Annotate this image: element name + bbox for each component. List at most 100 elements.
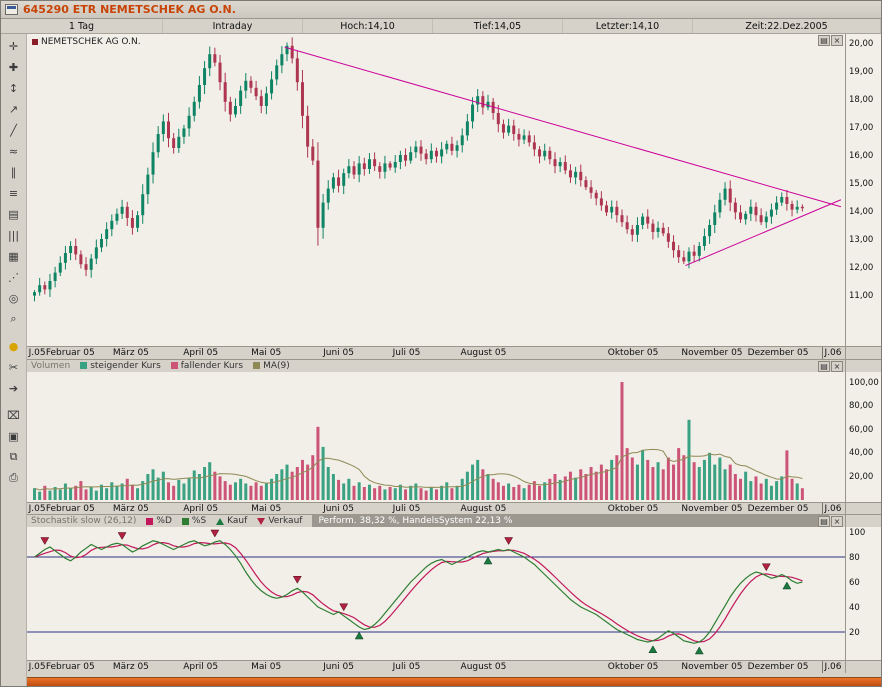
window-title: 645290 ETR NEMETSCHEK AG O.N. bbox=[23, 3, 236, 16]
buy-marker bbox=[782, 581, 792, 590]
trendline-tool-icon[interactable]: ╱ bbox=[10, 123, 17, 137]
y-axis-label: 60 bbox=[849, 578, 860, 589]
y-axis-label: 80 bbox=[849, 553, 860, 564]
buy-marker bbox=[483, 556, 493, 565]
month-label: Oktober 05 bbox=[607, 503, 659, 514]
stochastic-title: Stochastik slow (26,12) bbox=[31, 516, 137, 527]
year-divider bbox=[821, 661, 823, 674]
legend-kauf-swatch-icon bbox=[216, 517, 225, 525]
month-label: Mai 05 bbox=[251, 503, 282, 514]
month-label: J.06 bbox=[824, 348, 842, 358]
zoom-tool-icon[interactable]: ⌕ bbox=[10, 312, 17, 325]
month-label: Oktober 05 bbox=[607, 348, 659, 358]
month-label: J.05 bbox=[28, 662, 46, 673]
month-label: J.05 bbox=[28, 503, 46, 514]
month-label: Juli 05 bbox=[392, 662, 421, 673]
period-label: 1 Tag bbox=[1, 19, 163, 33]
title-bar[interactable]: 645290 ETR NEMETSCHEK AG O.N. bbox=[1, 1, 881, 19]
bottom-spacer bbox=[27, 672, 881, 678]
legend-percent-s: %S bbox=[181, 516, 206, 526]
month-label: März 05 bbox=[112, 662, 149, 673]
month-label: August 05 bbox=[460, 503, 507, 514]
pan-tool-icon[interactable]: ✛ bbox=[8, 39, 19, 53]
panel-close-button[interactable]: × bbox=[831, 516, 843, 528]
month-label: Dezember 05 bbox=[747, 348, 809, 358]
y-axis-label: 18,00 bbox=[849, 94, 874, 105]
month-label: April 05 bbox=[183, 662, 219, 673]
stochastic-panel-header: Stochastik slow (26,12) %D %S Kauf Verkauf … bbox=[27, 514, 845, 528]
price-chart-area[interactable]: NEMETSCHEK AG O.N. ▤ × bbox=[27, 34, 845, 346]
save-icon[interactable]: ▣ bbox=[8, 429, 19, 443]
panel-close-button[interactable]: × bbox=[831, 35, 843, 46]
crosshair-tool-icon[interactable]: ✚ bbox=[8, 60, 19, 74]
trendline bbox=[284, 46, 842, 208]
delete-tool-icon[interactable]: ⌧ bbox=[7, 408, 20, 422]
panel-list-button[interactable]: ▤ bbox=[818, 516, 830, 528]
sell-marker bbox=[504, 537, 514, 546]
y-axis-label: 20,00 bbox=[849, 38, 874, 49]
legend-percent-s-swatch-icon bbox=[181, 517, 189, 525]
stochastic-chart-area[interactable] bbox=[27, 527, 845, 661]
histogram-tool-icon[interactable]: ▤ bbox=[8, 207, 19, 221]
background-window-titlebar[interactable] bbox=[27, 677, 881, 686]
y-axis-label: 17,00 bbox=[849, 122, 874, 133]
day-low-label: Tief:14,05 bbox=[433, 19, 563, 33]
pointer-arrow-icon[interactable]: ➔ bbox=[8, 381, 19, 395]
stochastic-chart-canvas bbox=[27, 529, 845, 655]
x-axis-stochastic: J.05 Februar 05 März 05 April 05 Mai 05 Juni … bbox=[27, 660, 881, 674]
y-axis-label: 20 bbox=[849, 628, 860, 639]
legend-verkauf-swatch-icon bbox=[257, 517, 266, 525]
stochastic-s-line bbox=[34, 540, 803, 644]
buy-marker bbox=[648, 645, 658, 654]
x-axis-volume: J.05 Februar 05 März 05 April 05 Mai 05 Juni … bbox=[27, 501, 881, 515]
vertical-lines-tool-icon[interactable]: ||| bbox=[7, 228, 20, 242]
y-axis-label: 19,00 bbox=[849, 66, 874, 77]
cut-tool-icon[interactable]: ✂ bbox=[8, 360, 19, 374]
legend-verkauf: Verkauf bbox=[257, 516, 302, 526]
month-label: Mai 05 bbox=[251, 348, 282, 358]
y-axis-label: 100,00 bbox=[849, 377, 879, 388]
month-label: Juli 05 bbox=[392, 348, 421, 358]
y-axis-label: 12,00 bbox=[849, 262, 874, 273]
legend-percent-d: %D bbox=[146, 516, 172, 526]
drawing-toolbar: ✛ ✚ ↕ ↗ ╱ ≈ ∥ ≡ ▤ ||| ▦ ⋰ ◎ ⌕ ● ✂ ➔ ⌧ ▣ ⧉ ⎙ bbox=[1, 34, 27, 686]
stochastic-y-axis: 100 80 60 40 20 bbox=[845, 527, 881, 661]
y-axis-label: 80,00 bbox=[849, 401, 874, 412]
series-label: NEMETSCHEK AG O.N. bbox=[32, 37, 141, 47]
legend-steigender-kurs-swatch-icon bbox=[80, 362, 88, 370]
parallel-channel-tool-icon[interactable]: ∥ bbox=[10, 165, 17, 179]
copy-icon[interactable]: ⧉ bbox=[9, 450, 18, 463]
month-label: August 05 bbox=[460, 662, 507, 673]
vertical-scale-tool-icon[interactable]: ↕ bbox=[8, 81, 19, 95]
volume-ma-line bbox=[34, 448, 803, 491]
print-icon[interactable]: ⎙ bbox=[9, 471, 18, 484]
month-label: Oktober 05 bbox=[607, 662, 659, 673]
month-label: März 05 bbox=[112, 503, 149, 514]
month-label: Juli 05 bbox=[392, 503, 421, 514]
fibonacci-tool-icon[interactable]: ≡ bbox=[8, 186, 19, 200]
window-icon bbox=[5, 4, 18, 15]
alarm-bell-icon[interactable]: ● bbox=[8, 339, 19, 353]
freehand-line-tool-icon[interactable]: ≈ bbox=[8, 144, 19, 158]
legend-fallender-kurs-swatch-icon bbox=[170, 362, 178, 370]
fan-lines-tool-icon[interactable]: ⋰ bbox=[8, 270, 19, 284]
panel-close-button[interactable]: × bbox=[831, 360, 843, 372]
month-label: J.06 bbox=[824, 662, 842, 673]
panel-list-button[interactable]: ▤ bbox=[818, 35, 830, 46]
diagonal-resize-tool-icon[interactable]: ↗ bbox=[8, 102, 19, 116]
y-axis-label: 11,00 bbox=[849, 290, 874, 301]
mode-label: Intraday bbox=[163, 19, 303, 33]
price-chart-canvas bbox=[33, 37, 842, 302]
month-label: April 05 bbox=[183, 503, 219, 514]
month-label: Februar 05 bbox=[45, 348, 95, 358]
y-axis-label: 40 bbox=[849, 603, 860, 614]
panel-list-button[interactable]: ▤ bbox=[818, 360, 830, 372]
ellipse-tool-icon[interactable]: ◎ bbox=[8, 291, 19, 305]
stochastic-d-line bbox=[34, 542, 803, 643]
last-price-label: Letzter:14,10 bbox=[563, 19, 693, 33]
volume-title: Volumen bbox=[31, 360, 71, 371]
volume-chart-area[interactable] bbox=[27, 371, 845, 502]
grid-tool-icon[interactable]: ▦ bbox=[8, 249, 19, 263]
sell-marker bbox=[40, 537, 50, 546]
